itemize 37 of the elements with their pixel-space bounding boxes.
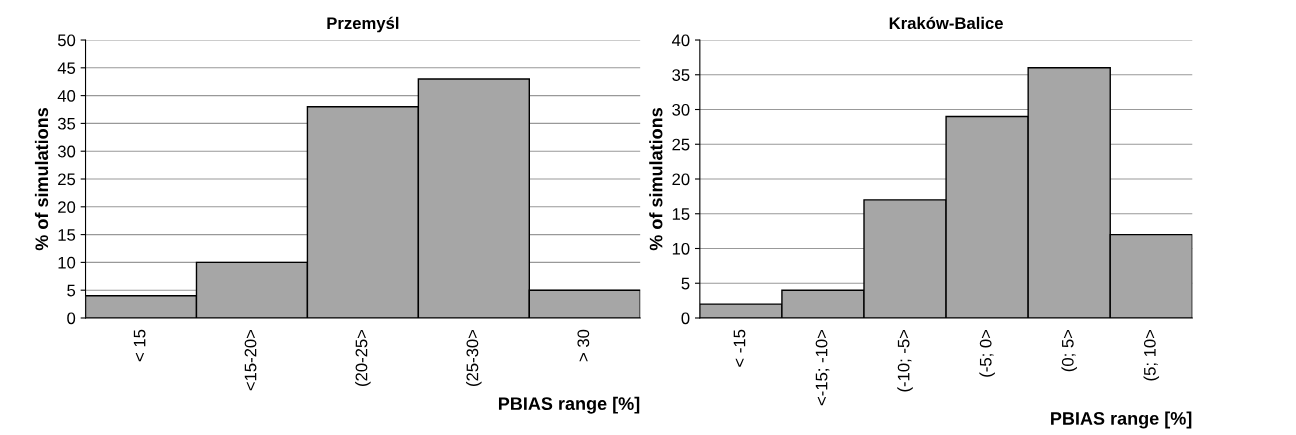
x-tick-label: (5; 10> <box>1143 329 1160 381</box>
x-tick-label: <-15; -10> <box>815 329 830 406</box>
y-tick-label: 40 <box>57 90 76 102</box>
y-tick-label: 5 <box>681 277 690 290</box>
y-tick-label: 15 <box>58 229 76 241</box>
y-tick-label: 35 <box>672 69 690 81</box>
y-tick-label: 35 <box>57 117 76 130</box>
x-tick-label: (-10; -5> <box>897 329 913 392</box>
chart-title: Kraków-Balice <box>889 16 1003 30</box>
x-axis-title: PBIAS range [%] <box>498 396 640 414</box>
x-tick-label: < -15 <box>733 329 746 367</box>
y-tick-label: 30 <box>57 145 76 158</box>
x-tick-label: (0; 5> <box>1061 329 1077 372</box>
y-tick-label: 0 <box>67 312 76 325</box>
y-axis-title: % of simulations <box>34 108 49 251</box>
y-tick-label: 5 <box>67 284 76 297</box>
x-axis-title: PBIAS range [%] <box>1051 411 1192 429</box>
chart-title: Przemyśl <box>327 16 399 33</box>
y-tick-label: 30 <box>672 103 690 116</box>
y-tick-label: 0 <box>681 312 690 325</box>
x-tick-label: <15-20> <box>244 329 257 391</box>
y-tick-label: 10 <box>672 242 690 255</box>
x-tick-label: (25-30> <box>466 329 482 386</box>
y-tick-label: 25 <box>672 138 690 151</box>
x-tick-label: < 15 <box>133 329 146 362</box>
y-tick-label: 45 <box>57 62 76 75</box>
x-tick-label: (-5; 0> <box>979 329 995 377</box>
y-tick-label: 10 <box>58 256 76 269</box>
y-tick-label: 15 <box>672 208 690 220</box>
x-tick-label: (20-25> <box>355 329 371 386</box>
y-axis-title: % of simulations <box>649 108 663 251</box>
y-tick-label: 20 <box>58 201 76 213</box>
y-tick-label: 20 <box>672 173 690 186</box>
y-tick-label: 25 <box>58 173 76 186</box>
x-tick-label: > 30 <box>577 329 590 362</box>
y-tick-label: 50 <box>57 34 76 47</box>
y-tick-label: 40 <box>671 34 690 47</box>
